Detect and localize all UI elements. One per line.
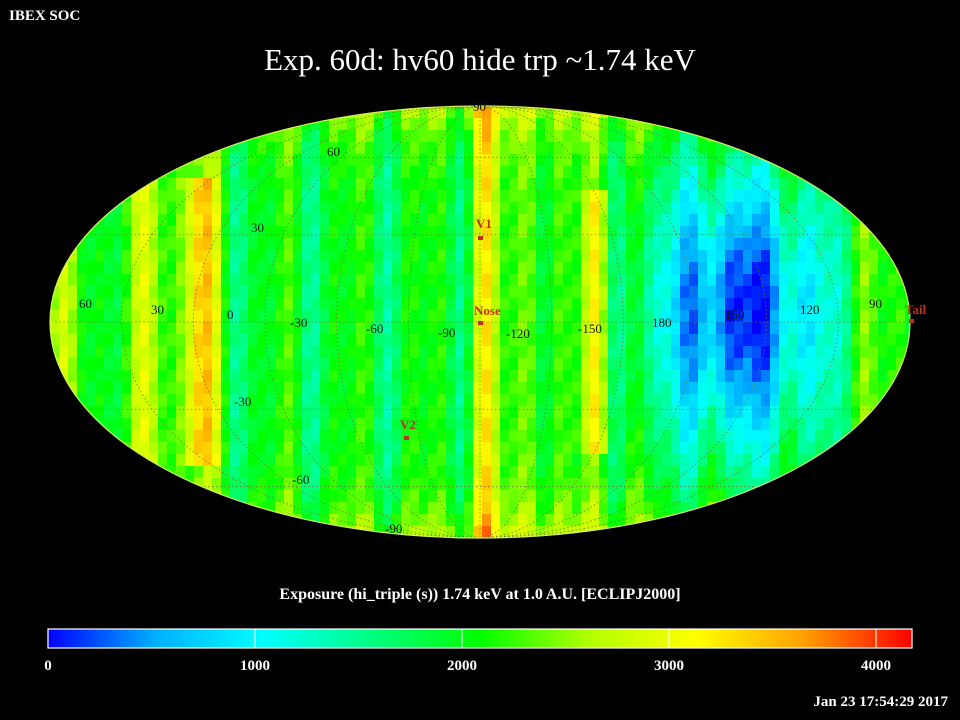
colorbar-tick-label-3000: 3000 [654, 658, 684, 674]
markers: V1 Nose V2 Tail [400, 216, 927, 440]
lon-label-m60: -60 [366, 321, 383, 336]
meridian-line [407, 105, 481, 539]
exposure-map [50, 106, 910, 538]
marker-tail-dot [909, 319, 914, 323]
colorbar-tick-label-1000: 1000 [240, 658, 270, 674]
lon-label-m120: -120 [506, 326, 530, 341]
marker-nose-dot [478, 321, 483, 325]
colorbar-tick-label-0: 0 [44, 658, 52, 674]
lon-label-150: 150 [725, 307, 745, 322]
lon-label-m90: -90 [438, 325, 455, 340]
lon-label-180: 180 [652, 315, 672, 330]
marker-v1-dot [478, 236, 483, 240]
lat-label-m60: -60 [292, 472, 309, 487]
exposure-pixels [50, 106, 910, 538]
soc-label: IBEX SOC [9, 8, 81, 24]
colorbar-tick-label-4000: 4000 [861, 658, 891, 674]
lat-label-90: 90 [473, 99, 486, 114]
lon-label-30: 30 [151, 302, 164, 317]
colorbar-tick-label-2000: 2000 [447, 658, 477, 674]
lon-label-0: 0 [227, 307, 234, 322]
colorbar-title: Exposure (hi_triple (s)) 1.74 keV at 1.0… [279, 586, 681, 603]
meridian-line [479, 105, 839, 539]
lon-label-m150: -150 [578, 321, 602, 336]
marker-v1-label: V1 [476, 216, 492, 231]
lon-label-m30: -30 [290, 315, 307, 330]
colorbar-gradient [47, 628, 913, 649]
map-title: Exp. 60d: hv60 hide trp ~1.74 keV [264, 42, 696, 77]
lat-label-m30: -30 [234, 394, 251, 409]
lon-label-120: 120 [800, 302, 820, 317]
meridian-line [479, 105, 768, 539]
marker-v2-label: V2 [400, 417, 416, 432]
meridian-line [479, 105, 553, 539]
lon-label-90: 90 [869, 296, 882, 311]
meridian-line [121, 105, 481, 539]
colorbar [47, 628, 913, 649]
timestamp: Jan 23 17:54:29 2017 [813, 694, 948, 710]
marker-tail-label: Tail [905, 302, 927, 317]
lat-label-m90: -90 [385, 521, 402, 536]
lat-label-30: 30 [251, 220, 264, 235]
meridian-line [479, 105, 624, 539]
marker-nose-label: Nose [474, 303, 501, 318]
meridian-line [192, 105, 481, 539]
lat-label-60: 60 [327, 144, 340, 159]
lon-label-60: 60 [79, 296, 92, 311]
marker-v2-dot [404, 436, 409, 440]
meridian-line [336, 105, 481, 539]
